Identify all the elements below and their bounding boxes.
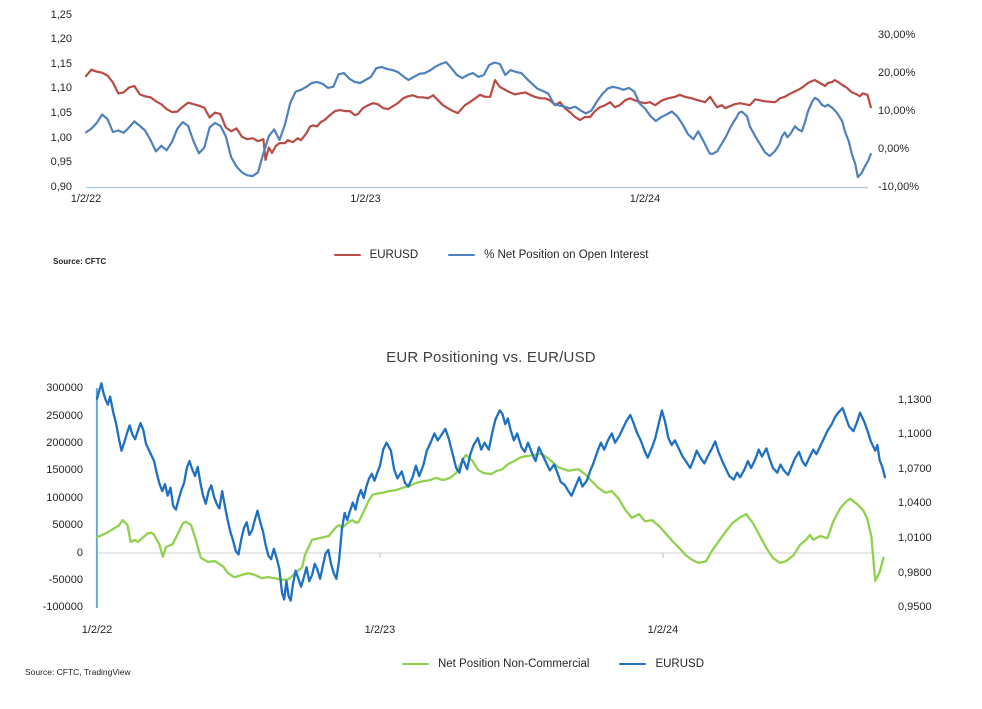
bottom-source-note: Source: CFTC, TradingView [25, 667, 131, 677]
legend-label: EURUSD [369, 249, 419, 261]
legend-item-net-position-non-commercial: Net Position Non-Commercial [401, 658, 590, 670]
bottom-chart-title: EUR Positioning vs. EUR/USD [386, 349, 596, 366]
series-line-eurusd [84, 68, 872, 161]
legend-swatch [333, 253, 361, 257]
left-axis-tick-label: 300000 [46, 382, 83, 395]
series-line--net-position-on-open-interest [84, 60, 872, 179]
right-axis-tick-label: -10,00% [878, 181, 919, 193]
legend-label: % Net Position on Open Interest [484, 249, 649, 261]
right-axis-tick-label: 30,00% [878, 29, 916, 41]
right-axis-tick-label: 20,00% [878, 67, 916, 79]
right-axis-tick-label: 0,9800 [898, 566, 932, 579]
legend-label: Net Position Non-Commercial [437, 658, 590, 670]
top-source-note: Source: CFTC [53, 257, 107, 266]
left-axis-tick-label: 1,05 [50, 107, 72, 120]
left-axis-tick-label: 150000 [46, 464, 83, 477]
right-axis-tick-label: 1,1000 [898, 428, 932, 441]
series-line-eurusd [95, 382, 887, 602]
x-axis-tick-label: 1/2/23 [350, 193, 381, 205]
x-axis-tick-label: 1/2/22 [70, 193, 102, 205]
left-axis-tick-label: 1,15 [50, 57, 72, 70]
left-axis-tick-label: 200000 [46, 436, 83, 449]
right-axis-tick-label: 0,00% [878, 143, 910, 155]
right-axis-tick-label: 1,0100 [898, 531, 932, 544]
x-axis-tick-label: 1/2/24 [647, 624, 679, 636]
right-axis-tick-label: 1,1300 [898, 393, 932, 406]
left-axis-tick-label: -50000 [48, 573, 83, 586]
left-axis-tick-label: 50000 [52, 519, 83, 532]
legend-label: EURUSD [655, 658, 705, 670]
x-axis-tick-label: 1/2/24 [629, 193, 661, 205]
legend-item-eurusd: EURUSD [333, 249, 419, 261]
right-axis-tick-label: 0,9500 [898, 601, 932, 614]
left-axis-tick-label: 0 [76, 546, 83, 559]
left-axis-tick-label: 100000 [46, 491, 83, 504]
legend-swatch [448, 253, 476, 257]
left-axis-tick-label: 1,25 [50, 8, 72, 21]
legend-item--net-position-on-open-interest: % Net Position on Open Interest [448, 249, 648, 261]
right-axis-tick-label: 10,00% [878, 105, 916, 117]
left-axis-tick-label: 1,10 [50, 82, 72, 95]
legend-swatch [619, 662, 647, 666]
x-axis-tick-label: 1/2/23 [364, 624, 396, 636]
legend-item-eurusd: EURUSD [619, 658, 704, 670]
top-chart-legend: EURUSD % Net Position on Open Interest [0, 249, 982, 261]
right-axis-tick-label: 1,0400 [898, 497, 932, 510]
legend-swatch [401, 662, 429, 666]
x-axis-tick-label: 1/2/22 [81, 624, 113, 636]
left-axis-tick-label: 0,95 [50, 156, 72, 169]
left-axis-tick-label: -100000 [42, 601, 83, 614]
left-axis-tick-label: 250000 [46, 409, 83, 422]
right-axis-tick-label: 1,0700 [898, 462, 932, 475]
left-axis-tick-label: 1,20 [50, 33, 72, 46]
left-axis-tick-label: 0,90 [50, 181, 72, 193]
bottom-chart-legend: Net Position Non-Commercial EURUSD [0, 658, 982, 670]
series-line-net-position-non-commercial [95, 452, 885, 583]
left-axis-tick-label: 1,00 [50, 131, 72, 144]
